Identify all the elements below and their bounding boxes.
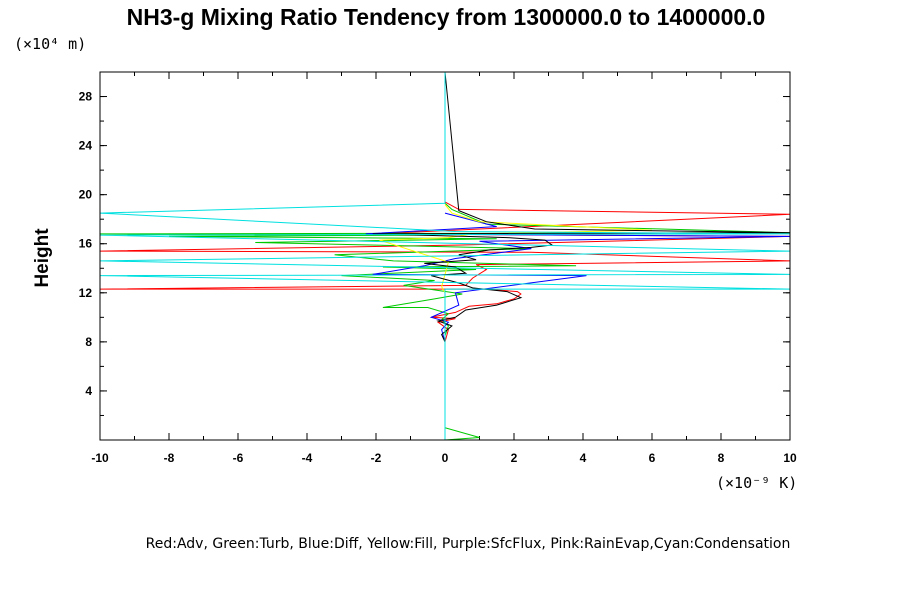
plot-frame [99, 71, 791, 441]
x-tick-label: 0 [442, 451, 449, 465]
x-tick-label: 10 [783, 451, 797, 465]
x-tick-label: 2 [511, 451, 518, 465]
x-tick-label: -10 [91, 451, 109, 465]
x-tick-label: -6 [233, 451, 244, 465]
x-tick-label: 6 [649, 451, 656, 465]
x-tick-label: -8 [164, 451, 175, 465]
legend-text: Red:Adv, Green:Turb, Blue:Diff, Yellow:F… [146, 536, 791, 552]
x-tick-label: 4 [580, 451, 587, 465]
y-tick-label: 24 [79, 139, 93, 153]
y-tick-label: 12 [79, 286, 93, 300]
plot-series [100, 72, 790, 440]
series-line-cyan-condensation [100, 72, 790, 440]
y-tick-label: 8 [85, 335, 92, 349]
y-axis-label: Height [32, 228, 53, 288]
y-tick-label: 28 [79, 90, 93, 104]
chart-title: NH3-g Mixing Ratio Tendency from 1300000… [127, 4, 766, 30]
series-line-blue-diff [365, 212, 790, 440]
x-tick-label: 8 [718, 451, 725, 465]
x-tick-label: -4 [302, 451, 313, 465]
x-tick-label: -2 [371, 451, 382, 465]
x-unit-label: (×10⁻⁹ K) [716, 474, 797, 492]
y-tick-label: 20 [79, 188, 93, 202]
y-unit-label: (×10⁴ m) [14, 35, 86, 53]
y-tick-label: 16 [79, 237, 93, 251]
series-line-black [372, 72, 790, 440]
y-tick-label: 4 [85, 384, 92, 398]
series-line-yellow-fill [379, 204, 653, 440]
